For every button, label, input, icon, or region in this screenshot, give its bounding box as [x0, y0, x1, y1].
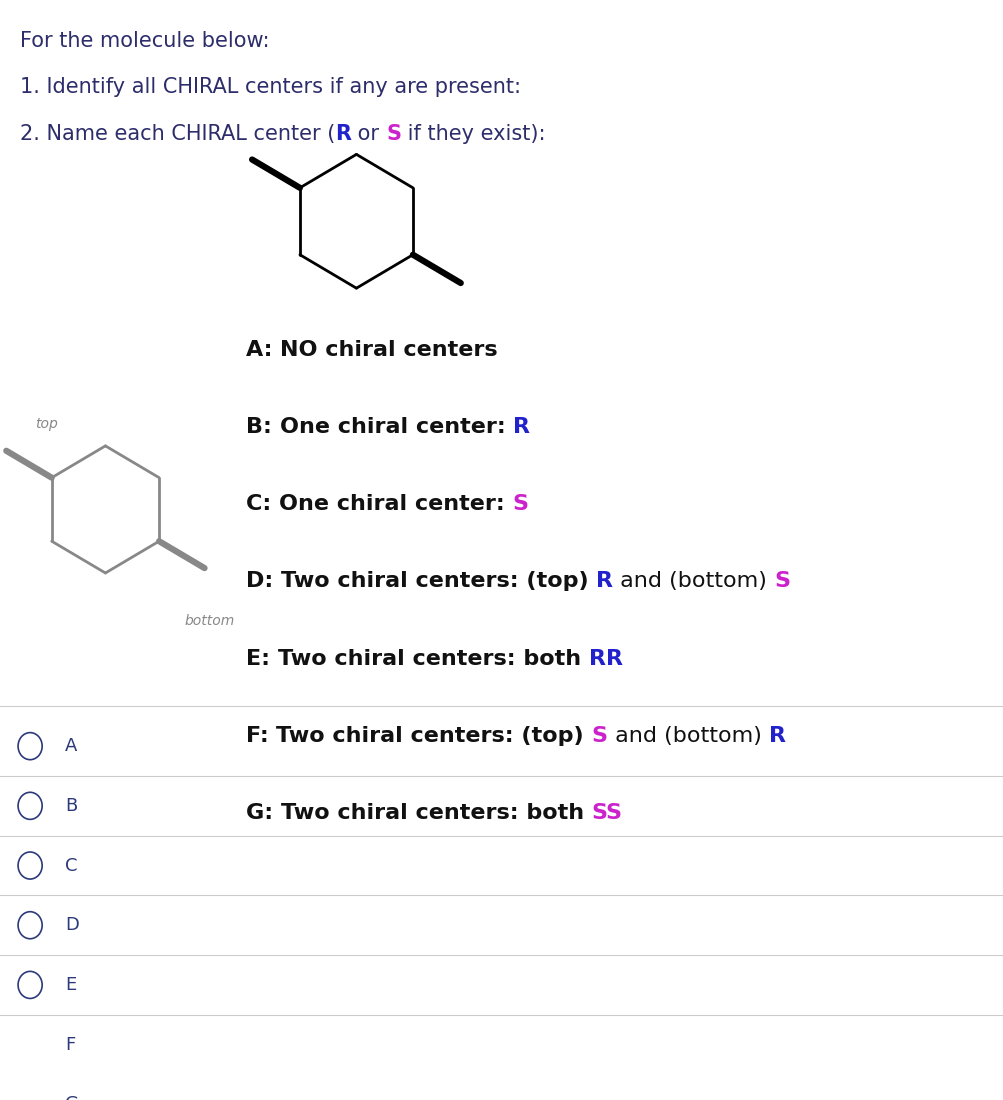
- Text: E:: E:: [246, 649, 278, 669]
- Text: NO chiral centers: NO chiral centers: [280, 340, 497, 360]
- Text: E: E: [65, 976, 76, 994]
- Text: G: G: [65, 1096, 79, 1100]
- Text: Two chiral centers: (top): Two chiral centers: (top): [281, 572, 596, 592]
- Text: R: R: [513, 417, 530, 437]
- Text: and (bottom): and (bottom): [607, 726, 768, 746]
- Text: if they exist):: if they exist):: [400, 124, 545, 144]
- Text: B:: B:: [246, 417, 279, 437]
- Text: or: or: [351, 124, 386, 144]
- Text: S: S: [773, 572, 789, 592]
- Text: and (bottom): and (bottom): [613, 572, 773, 592]
- Text: For the molecule below:: For the molecule below:: [20, 31, 270, 52]
- Text: One chiral center:: One chiral center:: [279, 494, 512, 515]
- Text: top: top: [35, 417, 58, 431]
- Text: F:: F:: [246, 726, 276, 746]
- Text: C:: C:: [246, 494, 279, 515]
- Text: S: S: [591, 726, 607, 746]
- Text: B: B: [65, 796, 77, 815]
- Text: R: R: [768, 726, 785, 746]
- Text: C: C: [65, 857, 77, 874]
- Text: A:: A:: [246, 340, 280, 360]
- Text: RR: RR: [588, 649, 622, 669]
- Text: S: S: [512, 494, 528, 515]
- Text: Two chiral centers: both: Two chiral centers: both: [278, 649, 588, 669]
- Text: 1. Identify all CHIRAL centers if any are present:: 1. Identify all CHIRAL centers if any ar…: [20, 77, 521, 98]
- Text: S: S: [386, 124, 400, 144]
- Text: Two chiral centers: both: Two chiral centers: both: [281, 803, 591, 823]
- Text: Two chiral centers: (top): Two chiral centers: (top): [276, 726, 591, 746]
- Text: One chiral center:: One chiral center:: [279, 417, 513, 437]
- Text: D: D: [65, 916, 79, 934]
- Text: G:: G:: [246, 803, 281, 823]
- Text: SS: SS: [591, 803, 622, 823]
- Text: bottom: bottom: [185, 615, 235, 628]
- Text: D:: D:: [246, 572, 281, 592]
- Text: A: A: [65, 737, 77, 755]
- Text: F: F: [65, 1035, 75, 1054]
- Text: 2. Name each CHIRAL center (: 2. Name each CHIRAL center (: [20, 124, 335, 144]
- Text: R: R: [596, 572, 613, 592]
- Text: R: R: [335, 124, 351, 144]
